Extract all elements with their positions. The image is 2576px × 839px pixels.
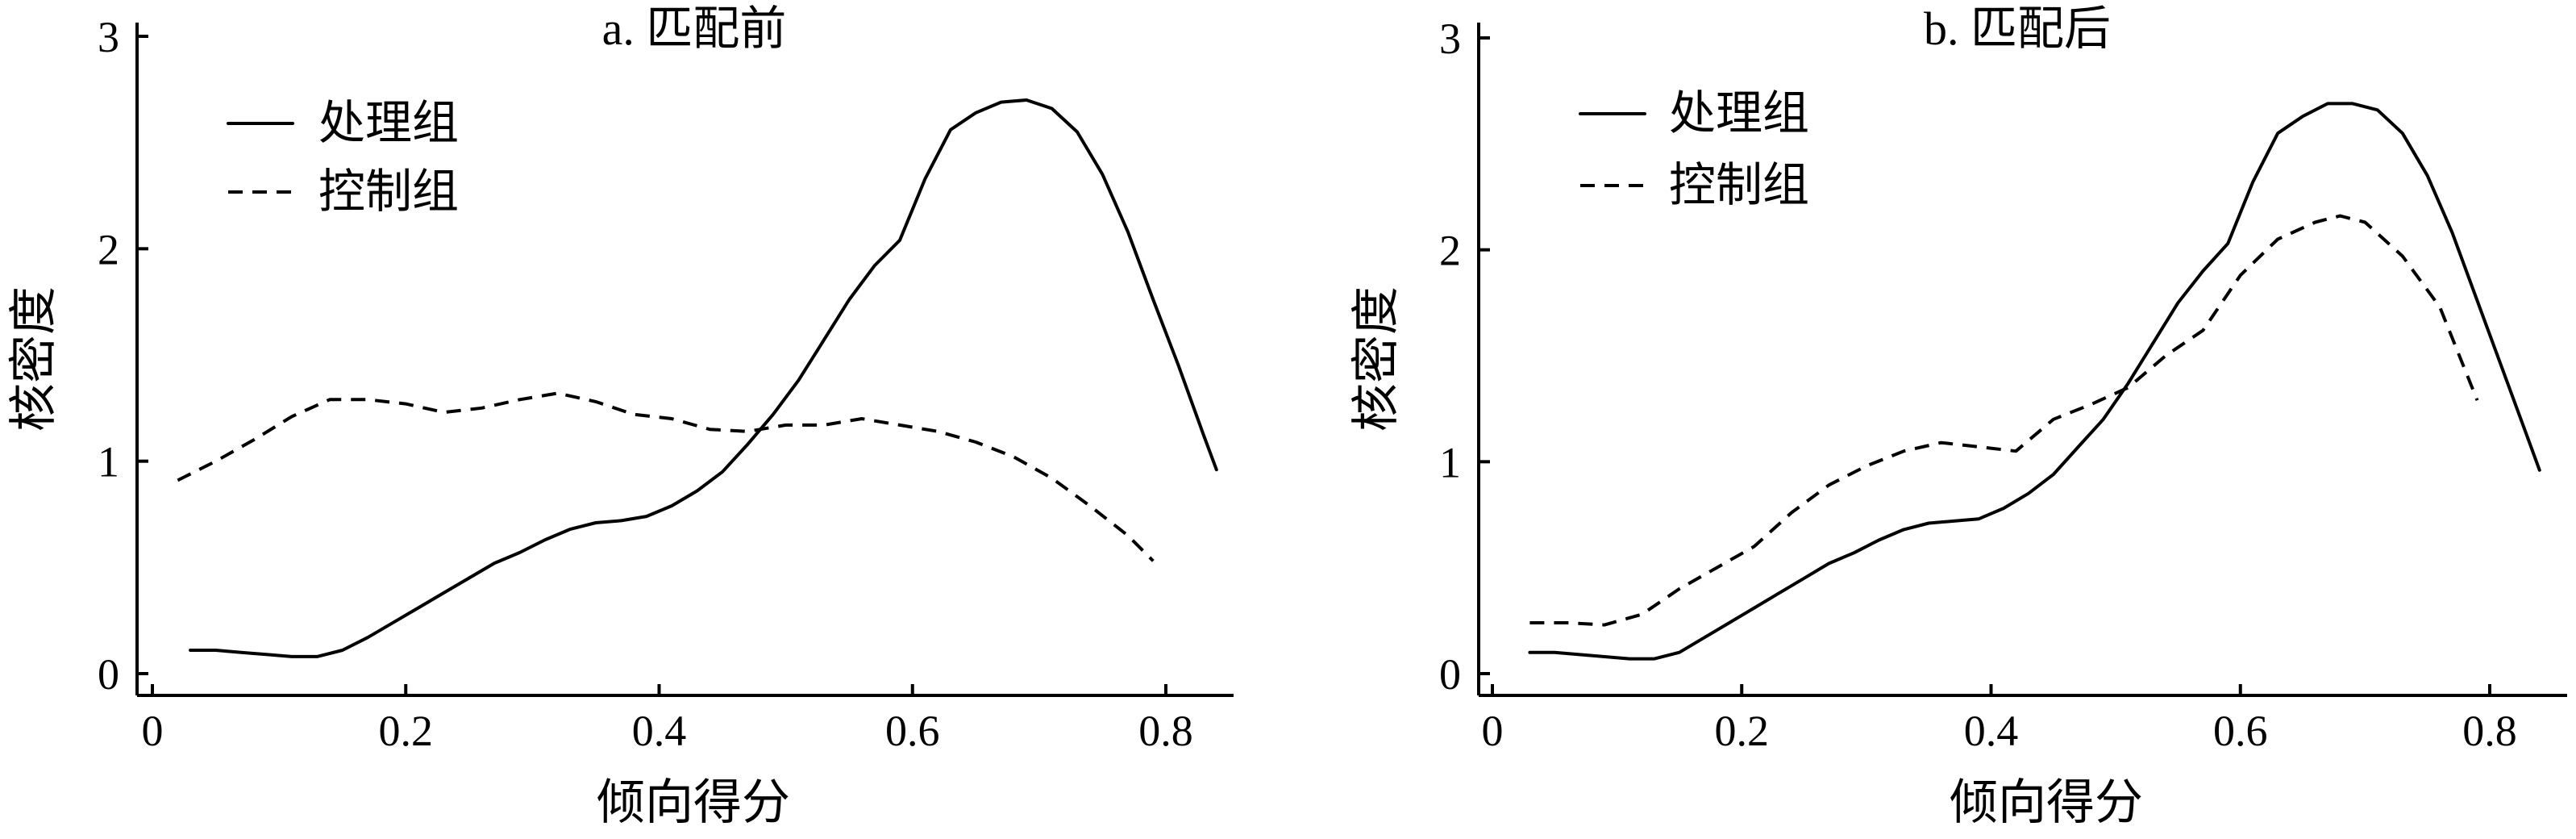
panel-a-ticks: 0 0.2 0.4 0.6 0.8 0 1 2 3: [98, 13, 1193, 755]
panel-b-x-tick-label: 0.8: [2462, 707, 2517, 755]
panel-b-x-tick-label: 0.2: [1715, 707, 1770, 755]
panel-b-title: b. 匹配后: [1924, 2, 2111, 55]
panel-b-legend: 处理组 控制组: [1579, 87, 1809, 211]
panel-a-x-tick-label: 0.4: [632, 707, 687, 755]
panel-b-legend-solid-label: 处理组: [1669, 87, 1809, 140]
panel-a-y-axis-title: 核密度: [7, 286, 60, 432]
panel-a-y-tick-label: 0: [98, 650, 119, 699]
panel-b-ticks: 0 0.2 0.4 0.6 0.8 0 1 2 3: [1439, 15, 2517, 755]
panel-b-series-treatment-line: [1528, 102, 2541, 661]
panel-b-x-tick-label: 0.4: [1964, 707, 2019, 755]
panel-b-series-control-line: [1529, 214, 2479, 627]
panel-a-x-tick-label: 0.6: [885, 707, 940, 755]
panel-b-y-tick-label: 1: [1439, 438, 1461, 486]
panel-a-plot-area: [177, 98, 1218, 658]
panel-a-x-axis-title: 倾向得分: [597, 776, 790, 829]
panel-a-series-treatment-line: [189, 98, 1218, 658]
panel-a-x-tick-label: 0: [142, 707, 164, 755]
panel-a-legend: 处理组 控制组: [227, 97, 459, 218]
panel-a-legend-solid-label: 处理组: [318, 97, 459, 149]
panel-b-chart: b. 匹配后 倾向得分 核密度 0 0.2 0.4 0.6 0.8 0 1 2 3 处理组 控制…: [1350, 2, 2567, 829]
panel-b-y-axis-title: 核密度: [1350, 286, 1403, 432]
panel-b-legend-dashed-label: 控制组: [1669, 159, 1809, 211]
panel-a-legend-dashed-label: 控制组: [318, 165, 459, 218]
panel-a-y-tick-label: 3: [98, 13, 119, 61]
panel-b-y-tick-label: 2: [1439, 227, 1461, 275]
panel-a-title: a. 匹配前: [602, 2, 787, 55]
panel-b-x-tick-label: 0: [1482, 707, 1504, 755]
panel-a-chart: a. 匹配前 倾向得分 核密度 0 0.2 0.4 0.6 0.8 0 1 2 3 处理组 控制…: [7, 2, 1234, 829]
panel-b-x-axis-title: 倾向得分: [1950, 776, 2143, 829]
panel-a-y-tick-label: 1: [98, 438, 119, 486]
panel-a-y-tick-label: 2: [98, 225, 119, 273]
panel-b-x-tick-label: 0.6: [2213, 707, 2268, 755]
panel-a-series-control-line: [177, 391, 1155, 562]
panel-a-x-tick-label: 0.2: [379, 707, 434, 755]
panel-b-y-tick-label: 0: [1439, 650, 1461, 699]
panel-b-plot-area: [1528, 102, 2541, 661]
panel-a-x-tick-label: 0.8: [1138, 707, 1193, 755]
panel-b-y-tick-label: 3: [1439, 15, 1461, 63]
